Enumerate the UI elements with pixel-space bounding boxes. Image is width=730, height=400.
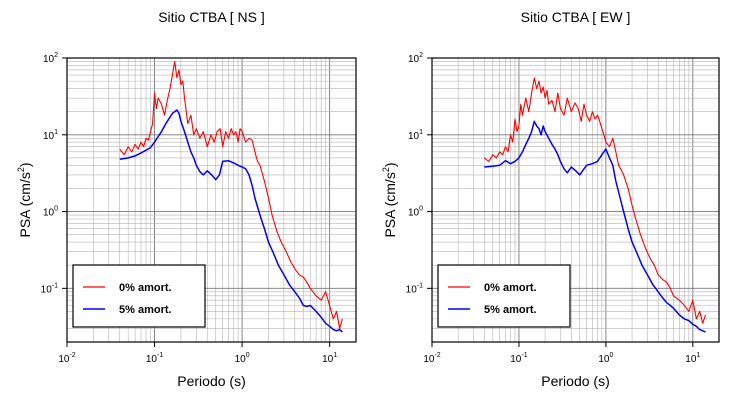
- x-tick-label: 101: [322, 352, 337, 365]
- x-tick-label: 10-2: [423, 352, 440, 365]
- y-tick-label: 10-1: [406, 282, 423, 295]
- legend-label: 5% amort.: [484, 304, 537, 316]
- series-line-damping-5: [484, 120, 706, 333]
- legend: 0% amort. 5% amort.: [72, 264, 206, 328]
- plot-frame: [431, 57, 720, 343]
- x-ticks: 10-2 10-1 100 101: [58, 342, 337, 365]
- chart-title: Sitio CTBA [ NS ]: [158, 9, 265, 25]
- y-tick-label: 101: [43, 129, 58, 142]
- series-line-damping-0: [483, 77, 707, 324]
- legend: 0% amort. 5% amort.: [437, 264, 571, 328]
- legend-label: 0% amort.: [484, 282, 537, 294]
- x-tick-label: 100: [598, 352, 613, 365]
- legend-label: 0% amort.: [119, 282, 172, 294]
- y-tick-label: 100: [408, 206, 423, 219]
- x-tick-label: 101: [685, 352, 700, 365]
- y-tick-label: 102: [408, 52, 423, 65]
- x-tick-label: 10-1: [146, 352, 163, 365]
- plot-frame: [66, 57, 357, 343]
- grid: [431, 57, 720, 343]
- y-axis-label: PSA (cm/s2): [16, 162, 33, 237]
- y-tick-label: 10-1: [41, 282, 58, 295]
- grid: [66, 57, 357, 343]
- chart-2: 10-2 10-1 100 101 10-1 100 101 102 Sitio CTBA [ …: [381, 9, 720, 389]
- series-line-damping-0: [119, 60, 343, 330]
- legend-box: [437, 264, 571, 328]
- y-axis-label: PSA (cm/s2): [381, 162, 398, 237]
- x-tick-label: 10-1: [510, 352, 527, 365]
- y-tick-label: 102: [43, 52, 58, 65]
- y-ticks: 10-1 100 101 102: [406, 52, 432, 295]
- y-tick-label: 100: [43, 206, 58, 219]
- legend-label: 5% amort.: [119, 304, 172, 316]
- x-axis-label: Periodo (s): [541, 373, 609, 389]
- y-tick-label: 101: [408, 129, 423, 142]
- chart-title: Sitio CTBA [ EW ]: [521, 9, 631, 25]
- legend-box: [72, 264, 206, 328]
- series-line-damping-5: [119, 109, 343, 333]
- y-ticks: 10-1 100 101 102: [41, 52, 67, 295]
- x-ticks: 10-2 10-1 100 101: [423, 342, 700, 365]
- x-axis-label: Periodo (s): [177, 373, 245, 389]
- chart-1: 10-2 10-1 100 101 10-1 100 101 102 Sitio CTBA [ …: [16, 9, 357, 389]
- x-tick-label: 100: [235, 352, 250, 365]
- x-tick-label: 10-2: [58, 352, 75, 365]
